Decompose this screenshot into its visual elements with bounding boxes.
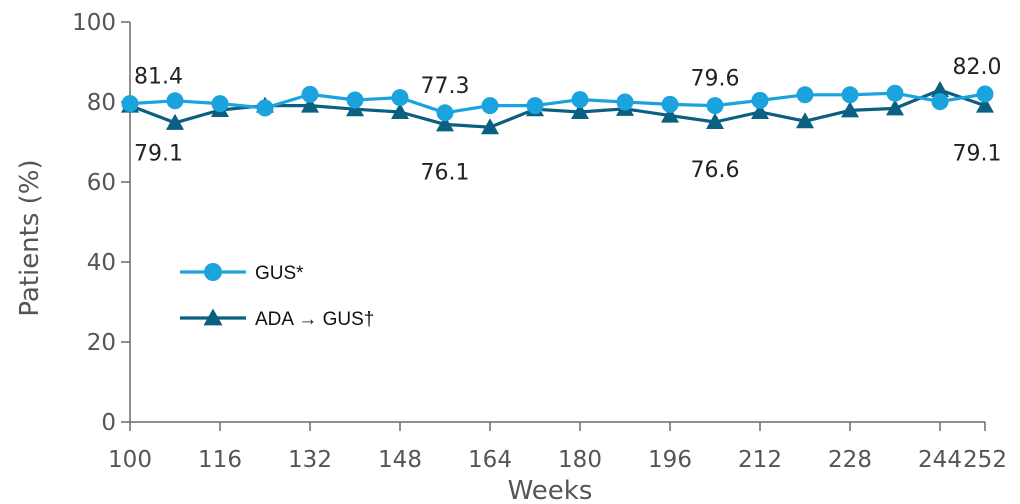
data-point (931, 81, 949, 98)
legend-marker (204, 263, 222, 281)
legend-label: ADA → GUS† (255, 309, 374, 330)
data-point (301, 96, 319, 113)
y-tick-label: 0 (101, 410, 116, 436)
data-label: 81.4 (134, 65, 183, 90)
legend-marker (203, 308, 223, 326)
y-tick-label: 80 (87, 90, 116, 116)
data-point (211, 95, 229, 113)
data-point (481, 118, 499, 135)
data-label: 79.1 (134, 142, 183, 167)
data-point (886, 84, 904, 102)
data-point (346, 91, 364, 109)
data-label: 79.1 (953, 142, 1002, 167)
data-point (976, 85, 994, 103)
data-point (166, 113, 184, 130)
data-point (166, 92, 184, 110)
y-tick-label: 100 (72, 10, 116, 36)
data-point (841, 101, 859, 118)
data-point (706, 113, 724, 130)
series-1 (121, 81, 994, 135)
x-tick-label: 148 (378, 447, 422, 473)
series-layer (121, 81, 994, 135)
data-label: 77.3 (421, 74, 470, 99)
x-tick-label: 212 (738, 447, 782, 473)
legend-item-0: GUS* (180, 263, 304, 284)
data-point (661, 106, 679, 123)
data-point (481, 97, 499, 115)
data-point (301, 85, 319, 103)
data-point (436, 115, 454, 132)
data-label: 82.0 (953, 55, 1002, 80)
data-point (751, 103, 769, 120)
data-label: 76.1 (421, 160, 470, 185)
x-tick-label: 196 (648, 447, 692, 473)
x-tick-label: 228 (828, 447, 872, 473)
x-axis: 100 116 132 148 164 180 196 212 228 244 252 (108, 421, 1007, 473)
legend: GUS* ADA → GUS† (180, 263, 374, 330)
data-point (751, 91, 769, 109)
x-tick-label: 252 (963, 447, 1007, 473)
data-point (391, 89, 409, 107)
data-point (661, 95, 679, 113)
x-tick-label: 132 (288, 447, 332, 473)
x-tick-label: 244 (918, 447, 962, 473)
data-point (796, 86, 814, 104)
series-0 (121, 84, 994, 122)
data-point (616, 93, 634, 111)
x-tick-label: 100 (108, 447, 152, 473)
y-axis-title: Patients (%) (15, 159, 45, 316)
legend-label: GUS* (255, 263, 304, 284)
x-tick-label: 116 (198, 447, 242, 473)
data-point (121, 95, 139, 113)
data-point (571, 91, 589, 109)
data-label: 79.6 (691, 67, 740, 92)
data-point (706, 97, 724, 115)
y-tick-label: 20 (87, 330, 116, 356)
y-axis: 0 20 40 60 80 100 (72, 10, 131, 436)
data-point (391, 103, 409, 120)
data-point (526, 97, 544, 115)
y-tick-label: 60 (87, 170, 116, 196)
data-point (886, 99, 904, 116)
y-tick-label: 40 (87, 250, 116, 276)
data-point (931, 93, 949, 111)
legend-item-1: ADA → GUS† (180, 308, 374, 330)
x-tick-label: 180 (558, 447, 602, 473)
x-axis-title: Weeks (508, 476, 593, 504)
data-point (841, 86, 859, 104)
data-point (571, 103, 589, 120)
data-point (976, 96, 994, 113)
data-point (796, 112, 814, 129)
x-tick-label: 164 (468, 447, 512, 473)
data-point (436, 104, 454, 122)
data-labels: 81.4 79.1 77.3 76.1 79.6 76.6 82.0 79.1 (134, 55, 1001, 185)
data-point (256, 99, 274, 117)
data-label: 76.6 (691, 158, 740, 183)
